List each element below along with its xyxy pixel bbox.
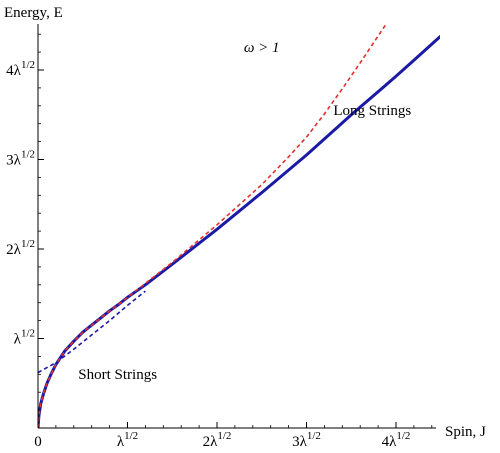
x-tick-label: 4λ1/2 bbox=[382, 430, 411, 450]
series-line-2 bbox=[38, 24, 386, 428]
y-axis-title: Energy, E bbox=[4, 5, 63, 21]
y-tick-label: 2λ1/2 bbox=[6, 238, 35, 258]
x-tick-label: λ1/2 bbox=[117, 430, 138, 450]
x-axis-title: Spin, J bbox=[445, 424, 486, 440]
x-tick-label: 0 bbox=[34, 434, 42, 450]
series-layer bbox=[38, 24, 440, 428]
axes-layer bbox=[37, 24, 436, 429]
annotation-1: ω > 1 bbox=[244, 40, 280, 56]
y-tick-label: 3λ1/2 bbox=[6, 149, 35, 169]
x-tick-label: 3λ1/2 bbox=[292, 430, 321, 450]
annotation-2: Long Strings bbox=[333, 103, 411, 119]
x-tick-label: 2λ1/2 bbox=[203, 430, 232, 450]
annotations-layer: ω > 1 Long Strings Short Strings bbox=[78, 40, 411, 383]
annotation-3: Short Strings bbox=[78, 367, 157, 383]
ticks-layer: 0 λ1/2 2λ1/2 3λ1/2 4λ1/2 λ1/2 2λ1/2 3λ1/2 4λ1/2 bbox=[6, 33, 433, 450]
y-tick-label: 4λ1/2 bbox=[6, 59, 35, 79]
y-tick-label: λ1/2 bbox=[14, 328, 35, 348]
series-line-3 bbox=[38, 290, 146, 374]
